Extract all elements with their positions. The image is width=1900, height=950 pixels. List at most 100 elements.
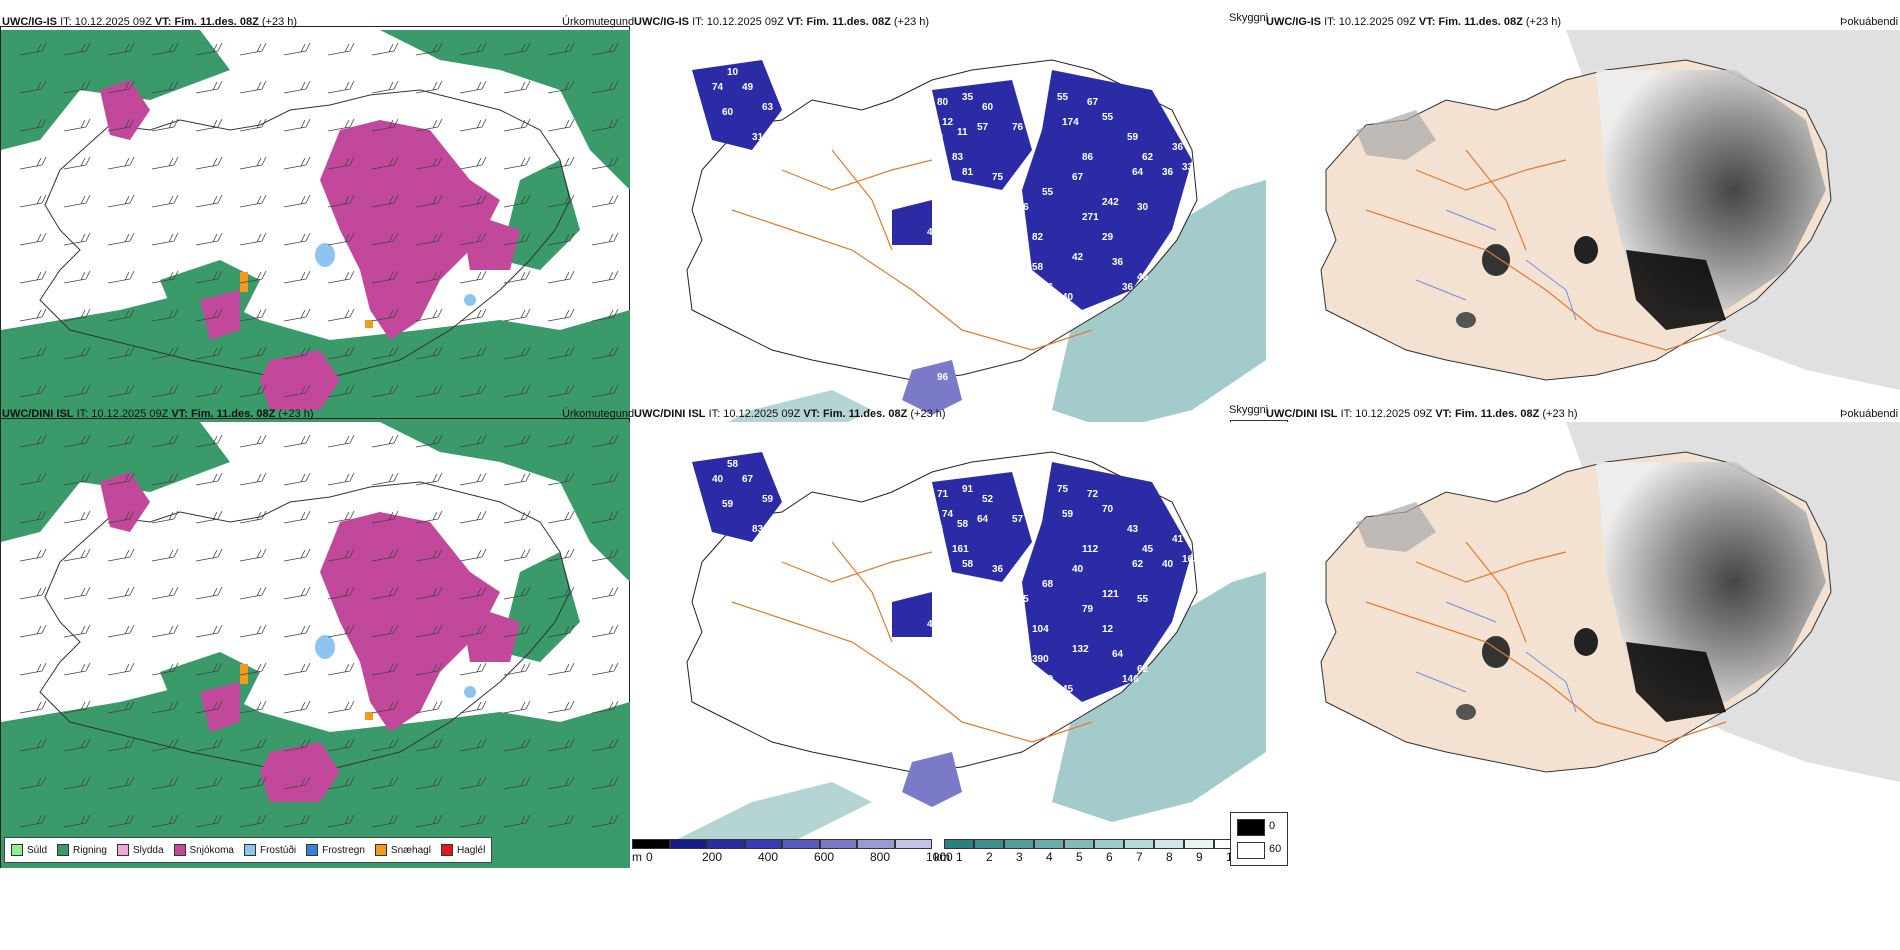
- wind-barb: [327, 346, 355, 360]
- ceiling-label: 271: [1082, 212, 1099, 223]
- wind-barb: [195, 42, 223, 56]
- wind-barb: [63, 700, 91, 714]
- wind-barb: [283, 472, 311, 486]
- road-network: [731, 541, 1093, 743]
- panel-header: UWC/IG-IS IT: 10.12.2025 09Z VT: Fim. 11…: [1266, 16, 1561, 28]
- issue-time: 10.12.2025 09Z: [1355, 408, 1433, 420]
- fog-area: [1456, 312, 1476, 328]
- snow-area: [460, 602, 520, 662]
- wind-barb: [459, 270, 487, 284]
- valid-time-label: VT:: [1435, 408, 1452, 420]
- ceiling-label: 96: [937, 372, 949, 383]
- fog-area: [1596, 70, 1826, 310]
- wind-barb: [503, 80, 531, 94]
- snow-pellet-area: [365, 320, 373, 328]
- wind-barb: [151, 586, 179, 600]
- wind-barb: [415, 624, 443, 638]
- wind-barb: [63, 156, 91, 170]
- ceiling-label: 59: [1127, 132, 1139, 143]
- wind-barb: [327, 42, 355, 56]
- wind-barb: [107, 118, 135, 132]
- snow-area: [460, 210, 520, 270]
- wind-barb: [459, 42, 487, 56]
- river-network: [1415, 209, 1577, 321]
- lead-time: (+23 h): [1525, 16, 1562, 28]
- wind-barb: [107, 270, 135, 284]
- low-visibility-area: [1052, 180, 1266, 430]
- snow-area: [260, 742, 340, 802]
- wind-barb: [151, 662, 179, 676]
- ceiling-label: 62: [1132, 559, 1144, 570]
- wind-barb: [107, 384, 135, 398]
- valid-time-label: VT:: [171, 408, 188, 420]
- wind-barb: [371, 118, 399, 132]
- wind-barb: [503, 194, 531, 208]
- wind-barb: [19, 194, 47, 208]
- ceiling-label: 41: [1172, 534, 1184, 545]
- wind-barb: [195, 232, 223, 246]
- colorbar-tick: 1000: [926, 850, 953, 864]
- wind-barb: [107, 80, 135, 94]
- lead-time: (+23 h): [261, 16, 298, 28]
- wind-barb: [591, 586, 619, 600]
- ceiling-label: 89: [932, 132, 944, 143]
- wind-barb: [591, 548, 619, 562]
- wind-barb: [547, 80, 575, 94]
- ceiling-label: 40: [1062, 292, 1074, 303]
- wind-barb: [591, 232, 619, 246]
- colorbar-segment: [819, 839, 857, 849]
- ceiling-label: 76: [1012, 122, 1024, 133]
- wind-barb: [63, 738, 91, 752]
- colorbar-tick: 6: [1106, 850, 1113, 864]
- ceiling-label: 60: [722, 107, 734, 118]
- wind-barb: [591, 662, 619, 676]
- wind-barb: [151, 700, 179, 714]
- wind-barb: [459, 308, 487, 322]
- wind-barb: [327, 156, 355, 170]
- ceiling-label: 171: [972, 609, 989, 620]
- legend-label: Snæhagl: [390, 844, 431, 856]
- wind-barb: [591, 270, 619, 284]
- wind-barb: [547, 738, 575, 752]
- wind-barb: [63, 586, 91, 600]
- wind-barb: [415, 232, 443, 246]
- panel-header: UWC/DINI ISL IT: 10.12.2025 09Z VT: Fim.…: [2, 408, 314, 420]
- wind-barb: [415, 776, 443, 790]
- wind-barb: [503, 308, 531, 322]
- wind-barb: [283, 308, 311, 322]
- ceiling-label: 60: [982, 102, 994, 113]
- colorbar-segment: [744, 839, 782, 849]
- snow-area: [320, 120, 500, 340]
- wind-barb: [63, 662, 91, 676]
- ceiling-label: 390: [1032, 654, 1049, 665]
- ceiling-label: 64: [977, 514, 989, 525]
- colorbar-tick: 1: [956, 850, 963, 864]
- valid-time: Fim. 11.des. 08Z: [190, 408, 276, 420]
- wind-barb: [459, 586, 487, 600]
- snow-area: [100, 472, 150, 532]
- wind-barb: [371, 510, 399, 524]
- wind-barb: [415, 586, 443, 600]
- ceiling-label: 135: [1012, 594, 1029, 605]
- ceiling-label: 43: [1127, 524, 1139, 535]
- wind-barb: [195, 194, 223, 208]
- legend-label: Súld: [27, 844, 48, 856]
- low-ceiling-area: [1022, 462, 1192, 702]
- ceiling-label: 62: [1142, 152, 1154, 163]
- low-visibility-area: [672, 782, 872, 842]
- wind-barb: [239, 700, 267, 714]
- wind-barb: [239, 624, 267, 638]
- rain-area: [380, 422, 630, 582]
- wind-barb: [19, 384, 47, 398]
- wind-barb: [107, 700, 135, 714]
- panel-header: UWC/IG-IS IT: 10.12.2025 09Z VT: Fim. 11…: [634, 16, 929, 28]
- wind-barb: [19, 42, 47, 56]
- ceiling-label: 30: [1137, 202, 1149, 213]
- ceiling-label: 36: [1162, 167, 1174, 178]
- wind-barb: [503, 118, 531, 132]
- wind-barb: [415, 308, 443, 322]
- wind-barb: [151, 270, 179, 284]
- wind-barb: [415, 814, 443, 828]
- wind-barb: [19, 232, 47, 246]
